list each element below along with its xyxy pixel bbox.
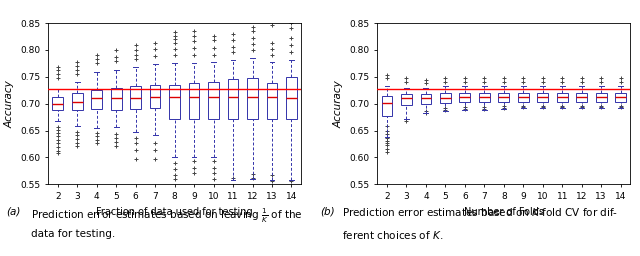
X-axis label: Number of Folds: Number of Folds [464,207,544,217]
Y-axis label: Accuracy: Accuracy [334,80,344,127]
Bar [131,87,141,109]
Bar [460,93,470,102]
Text: data for testing.: data for testing. [31,229,115,239]
Bar [557,93,568,102]
Bar [169,85,180,119]
Bar [499,93,509,102]
Bar [228,79,239,119]
Bar [52,97,63,110]
Bar [479,93,490,102]
Bar [208,82,219,119]
Text: (a): (a) [6,206,20,216]
Bar [267,83,277,119]
Bar [189,83,200,119]
Text: (b): (b) [320,206,335,216]
Y-axis label: Accuracy: Accuracy [4,80,15,127]
X-axis label: Fraction of data used for testing: Fraction of data used for testing [96,207,253,217]
Bar [401,94,412,105]
Text: ferent choices of $K$.: ferent choices of $K$. [342,229,444,241]
Bar [150,85,161,108]
Text: Prediction error estimates based on leaving $\frac{1}{K}$ of the: Prediction error estimates based on leav… [31,206,302,225]
Text: Prediction error estimates based on $K$-fold CV for dif-: Prediction error estimates based on $K$-… [342,206,618,218]
Bar [420,94,431,104]
Bar [518,93,529,102]
Bar [111,88,122,110]
Bar [381,95,392,115]
Bar [615,93,626,102]
Bar [538,93,548,102]
Bar [577,93,587,102]
Bar [92,90,102,109]
Bar [247,78,258,119]
Bar [72,93,83,110]
Bar [440,93,451,103]
Bar [286,77,297,119]
Bar [596,93,607,102]
